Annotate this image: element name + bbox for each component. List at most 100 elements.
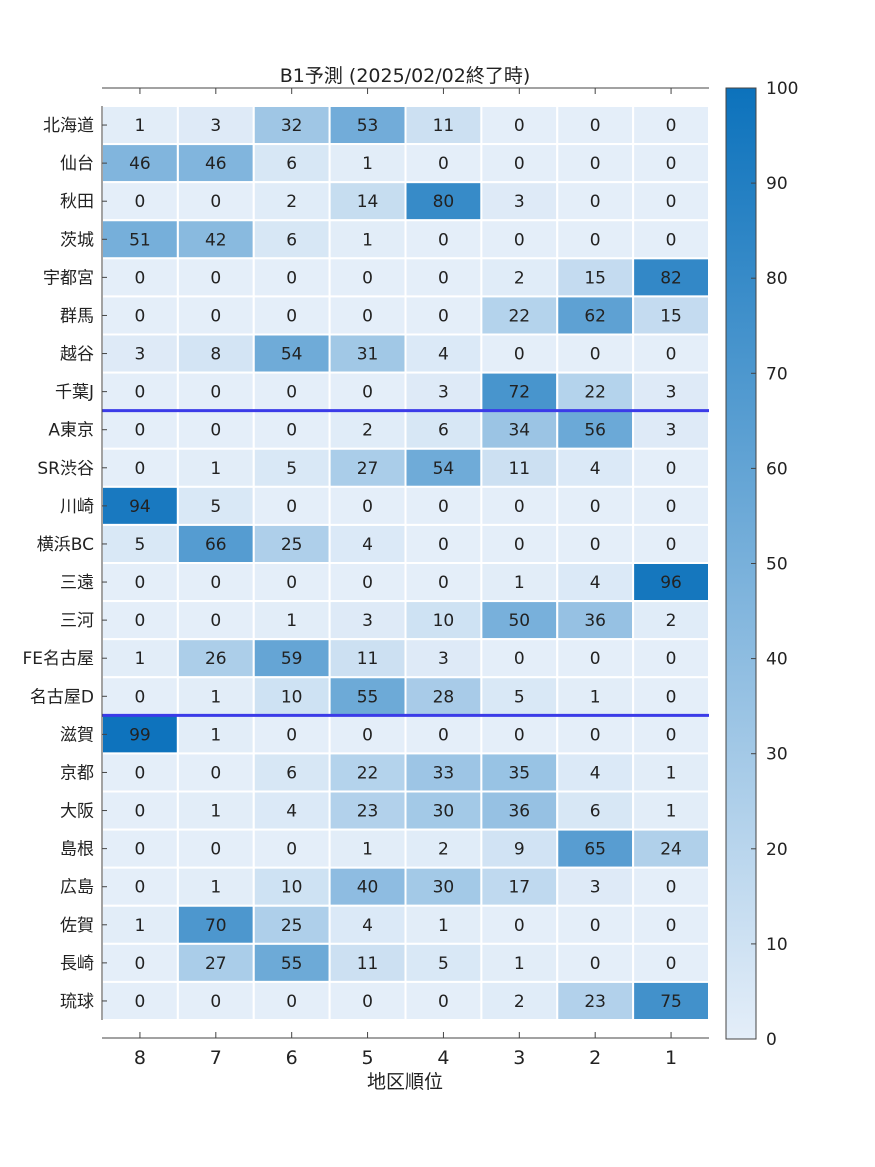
cell-value-label: 0 — [590, 230, 601, 250]
heatmap-cell — [480, 942, 559, 983]
cell-value-label: 2 — [438, 840, 449, 860]
cell-value-label: 75 — [660, 992, 682, 1012]
y-tick-label: 千葉J — [55, 383, 94, 403]
cell-value-label: 55 — [281, 954, 303, 974]
colorbar-tick-label: 20 — [766, 840, 788, 860]
cell-value-label: 0 — [666, 230, 677, 250]
cell-value-label: 0 — [362, 383, 373, 403]
cell-value-label: 0 — [438, 992, 449, 1012]
cell-value-label: 23 — [357, 802, 379, 822]
heatmap-cell — [101, 333, 179, 374]
y-tick-label: 名古屋D — [30, 687, 94, 707]
y-tick-label: A東京 — [48, 421, 94, 441]
cell-value-label: 0 — [135, 192, 146, 212]
cell-value-label: 27 — [357, 459, 379, 479]
cell-value-label: 0 — [135, 840, 146, 860]
heatmap-cell — [480, 143, 559, 184]
cell-value-label: 34 — [508, 421, 530, 441]
cell-value-label: 0 — [666, 649, 677, 669]
heatmap-cell — [404, 942, 483, 983]
cell-value-label: 0 — [438, 497, 449, 517]
heatmap-cell — [252, 333, 331, 374]
cell-value-label: 0 — [362, 725, 373, 745]
cell-value-label: 0 — [210, 573, 221, 593]
cell-value-label: 1 — [514, 954, 525, 974]
cell-value-label: 0 — [514, 345, 525, 365]
cell-value-label: 22 — [508, 306, 530, 326]
cell-value-label: 22 — [357, 763, 379, 783]
colorbar-tick-label: 100 — [766, 79, 798, 99]
cell-value-label: 0 — [135, 459, 146, 479]
cell-value-label: 4 — [590, 573, 601, 593]
heatmap-cell — [252, 942, 331, 983]
cell-value-label: 0 — [514, 725, 525, 745]
colorbar-tick-label: 10 — [766, 935, 788, 955]
x-axis-label: 地区順位 — [367, 1071, 443, 1093]
cell-value-label: 1 — [135, 116, 146, 136]
cell-value-label: 2 — [514, 992, 525, 1012]
cell-value-label: 3 — [666, 383, 677, 403]
cell-value-label: 80 — [433, 192, 455, 212]
cell-value-label: 10 — [281, 687, 303, 707]
cell-value-label: 0 — [590, 916, 601, 936]
heatmap-cell — [404, 447, 483, 488]
heatmap-cell — [632, 714, 710, 755]
heatmap-cell — [632, 523, 710, 565]
cell-value-label: 6 — [286, 763, 297, 783]
heatmap-cell — [632, 866, 710, 907]
heatmap-cell — [176, 980, 255, 1022]
cell-value-label: 11 — [357, 649, 379, 669]
cell-value-label: 0 — [666, 459, 677, 479]
cell-value-label: 1 — [666, 763, 677, 783]
heatmap-cell — [404, 485, 483, 526]
cell-value-label: 0 — [438, 573, 449, 593]
heatmap-cells — [101, 105, 710, 1022]
cell-value-label: 17 — [508, 878, 530, 898]
heatmap-cell — [176, 295, 255, 336]
cell-value-label: 0 — [135, 573, 146, 593]
cell-value-label: 25 — [281, 535, 303, 555]
cell-value-label: 54 — [433, 459, 455, 479]
cell-value-label: 1 — [438, 916, 449, 936]
heatmap-cell — [480, 790, 559, 831]
x-tick-label: 5 — [362, 1047, 374, 1069]
heatmap-cell — [404, 181, 483, 222]
cell-value-label: 1 — [135, 916, 146, 936]
cell-value-label: 99 — [129, 725, 151, 745]
cell-value-label: 0 — [514, 230, 525, 250]
cell-value-label: 72 — [508, 383, 530, 403]
cell-value-label: 0 — [210, 840, 221, 860]
cell-value-label: 0 — [210, 611, 221, 631]
cell-value-label: 0 — [286, 383, 297, 403]
cell-value-label: 66 — [205, 535, 227, 555]
heatmap-cell — [480, 105, 559, 146]
cell-value-label: 9 — [514, 840, 525, 860]
cell-value-label: 5 — [135, 535, 146, 555]
heatmap-cell — [632, 333, 710, 374]
colorbar-tick-label: 0 — [766, 1030, 777, 1050]
cell-value-label: 0 — [666, 916, 677, 936]
cell-value-label: 0 — [362, 992, 373, 1012]
cell-value-label: 0 — [210, 192, 221, 212]
cell-value-label: 3 — [438, 649, 449, 669]
cell-value-label: 28 — [433, 687, 455, 707]
cell-value-label: 3 — [362, 611, 373, 631]
y-tick-label: 越谷 — [60, 345, 94, 365]
heatmap-cell — [480, 752, 559, 793]
cell-value-label: 3 — [514, 192, 525, 212]
heatmap-cell — [556, 485, 635, 526]
cell-value-label: 0 — [666, 497, 677, 517]
x-tick-label: 6 — [286, 1047, 298, 1069]
cell-value-label: 4 — [590, 763, 601, 783]
cell-value-label: 6 — [438, 421, 449, 441]
heatmap-cell — [556, 562, 635, 603]
heatmap-cell — [632, 562, 710, 603]
heatmap-cell — [556, 333, 635, 374]
cell-value-label: 0 — [590, 345, 601, 365]
heatmap-cell — [404, 790, 483, 831]
cell-value-label: 0 — [666, 878, 677, 898]
heatmap-cell — [480, 447, 559, 488]
cell-value-label: 54 — [281, 345, 303, 365]
colorbar-tick-label: 80 — [766, 269, 788, 289]
